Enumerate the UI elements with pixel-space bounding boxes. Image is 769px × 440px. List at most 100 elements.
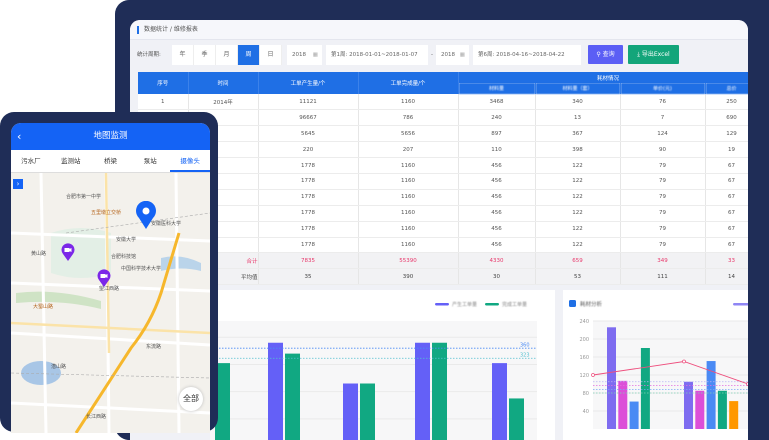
chart-title: 耗材分析 [580, 300, 603, 308]
bar [415, 343, 430, 440]
table-cell: 13 [535, 110, 620, 126]
y-tick-label: 40 [583, 409, 589, 415]
table-cell: 1160 [358, 173, 458, 189]
year-start-select[interactable]: 2018▦ [287, 45, 322, 65]
table-cell: 79 [620, 189, 705, 205]
selected-location-pin-icon[interactable] [135, 201, 157, 229]
table-cell: 96667 [258, 110, 358, 126]
table-cell: 53 [535, 269, 620, 285]
table-cell: 207 [358, 142, 458, 158]
table-cell: 55390 [358, 253, 458, 269]
show-all-button[interactable]: 全部 [179, 387, 203, 411]
table-cell: 456 [458, 237, 535, 253]
table-cell: 456 [458, 189, 535, 205]
table-cell: 35 [258, 269, 358, 285]
phone-frame: ‹ 地图监测 污水厂 监测站 桥梁 泵站 摄像头 [0, 112, 218, 432]
query-label: 查询 [603, 51, 615, 58]
period-quarter[interactable]: 季 [194, 45, 216, 65]
subheader: 总价 [705, 83, 748, 94]
trend-point [683, 360, 686, 363]
map-label: 黄山路 [31, 250, 46, 257]
table-cell: 2014年 [188, 94, 258, 110]
table-cell: 1160 [358, 158, 458, 174]
back-arrow-icon[interactable]: ‹ [17, 123, 21, 150]
table-cell: 250 [705, 94, 748, 110]
expand-panel-button[interactable]: › [13, 179, 23, 189]
mobile-header: ‹ 地图监测 [11, 123, 210, 150]
export-excel-button[interactable]: ⤓ 导出Excel [628, 45, 679, 64]
map-label: 安徽大学 [116, 236, 136, 243]
period-week[interactable]: 周 [238, 45, 260, 65]
map-label: 合肥科技馆 [111, 253, 136, 260]
table-cell: 19 [705, 142, 748, 158]
calendar-icon: ▦ [313, 45, 318, 65]
map-label: 五里墩立交桥 [91, 209, 121, 216]
legend-swatch [733, 303, 748, 306]
tab-camera[interactable]: 摄像头 [170, 150, 210, 172]
table-cell: 220 [258, 142, 358, 158]
subheader: 单价(元) [620, 83, 705, 94]
table-cell: 349 [620, 253, 705, 269]
table-cell: 122 [535, 173, 620, 189]
mark-line-label: 360 [520, 343, 530, 349]
tab-sewage-plant[interactable]: 污水厂 [11, 150, 51, 172]
y-tick-label: 160 [579, 355, 589, 361]
period-month[interactable]: 月 [216, 45, 238, 65]
table-cell: 79 [620, 173, 705, 189]
table-cell: 1778 [258, 189, 358, 205]
table-cell: 33 [705, 253, 748, 269]
table-cell: 7835 [258, 253, 358, 269]
bar [618, 381, 627, 429]
table-cell: 111 [620, 269, 705, 285]
map-view[interactable]: › 五里墩立交桥 安徽医科大学 合肥科技馆 中国科学技术大学 黄山路 望江西路 … [11, 173, 210, 433]
camera-pin-icon[interactable] [97, 269, 111, 287]
period-segmented-control[interactable]: 年 季 月 周 日 [172, 45, 282, 65]
period-day[interactable]: 日 [260, 45, 282, 65]
table-cell: 456 [458, 158, 535, 174]
bar [492, 363, 507, 440]
bar [509, 398, 524, 440]
table-cell: 1160 [358, 237, 458, 253]
table-cell: 1160 [358, 94, 458, 110]
table-cell: 14 [705, 269, 748, 285]
chart-title-icon [569, 300, 576, 307]
bar [729, 401, 738, 429]
table-cell: 398 [535, 142, 620, 158]
camera-pin-icon[interactable] [61, 243, 75, 261]
table-cell: 1160 [358, 205, 458, 221]
table-cell: 1160 [358, 221, 458, 237]
map-label: 中国科学技术大学 [121, 265, 161, 272]
mark-line-label: 323 [520, 353, 530, 359]
tab-pump-station[interactable]: 泵站 [130, 150, 170, 172]
y-tick-label: 200 [579, 337, 589, 343]
table-cell: 30 [458, 269, 535, 285]
tab-bridge[interactable]: 桥梁 [91, 150, 131, 172]
tab-monitoring-station[interactable]: 监测站 [51, 150, 91, 172]
y-tick-label: 240 [579, 319, 589, 325]
table-cell: 67 [705, 173, 748, 189]
bar [641, 348, 650, 429]
table-cell: 390 [358, 269, 458, 285]
bar [684, 382, 693, 429]
table-cell: 129 [705, 126, 748, 142]
table-cell: 3468 [458, 94, 535, 110]
week-start-select[interactable]: 第1周: 2018-01-01~2018-01-07 [326, 45, 428, 65]
table-cell: 1 [138, 94, 188, 110]
trend-point [747, 383, 749, 386]
year-end-select[interactable]: 2018▦ [436, 45, 469, 65]
table-cell: 456 [458, 205, 535, 221]
period-year[interactable]: 年 [172, 45, 194, 65]
bar [630, 402, 639, 429]
legend-swatch [485, 303, 499, 306]
map-label: 长江西路 [86, 413, 106, 420]
table-cell: 1778 [258, 205, 358, 221]
table-cell: 124 [620, 126, 705, 142]
query-button[interactable]: ⚲ 查询 [588, 45, 623, 64]
week-end-select[interactable]: 第6周: 2018-04-16~2018-04-22 [473, 45, 581, 65]
map-label: 潜山路 [51, 363, 66, 370]
header-completed: 工单完成量/个 [358, 72, 458, 94]
